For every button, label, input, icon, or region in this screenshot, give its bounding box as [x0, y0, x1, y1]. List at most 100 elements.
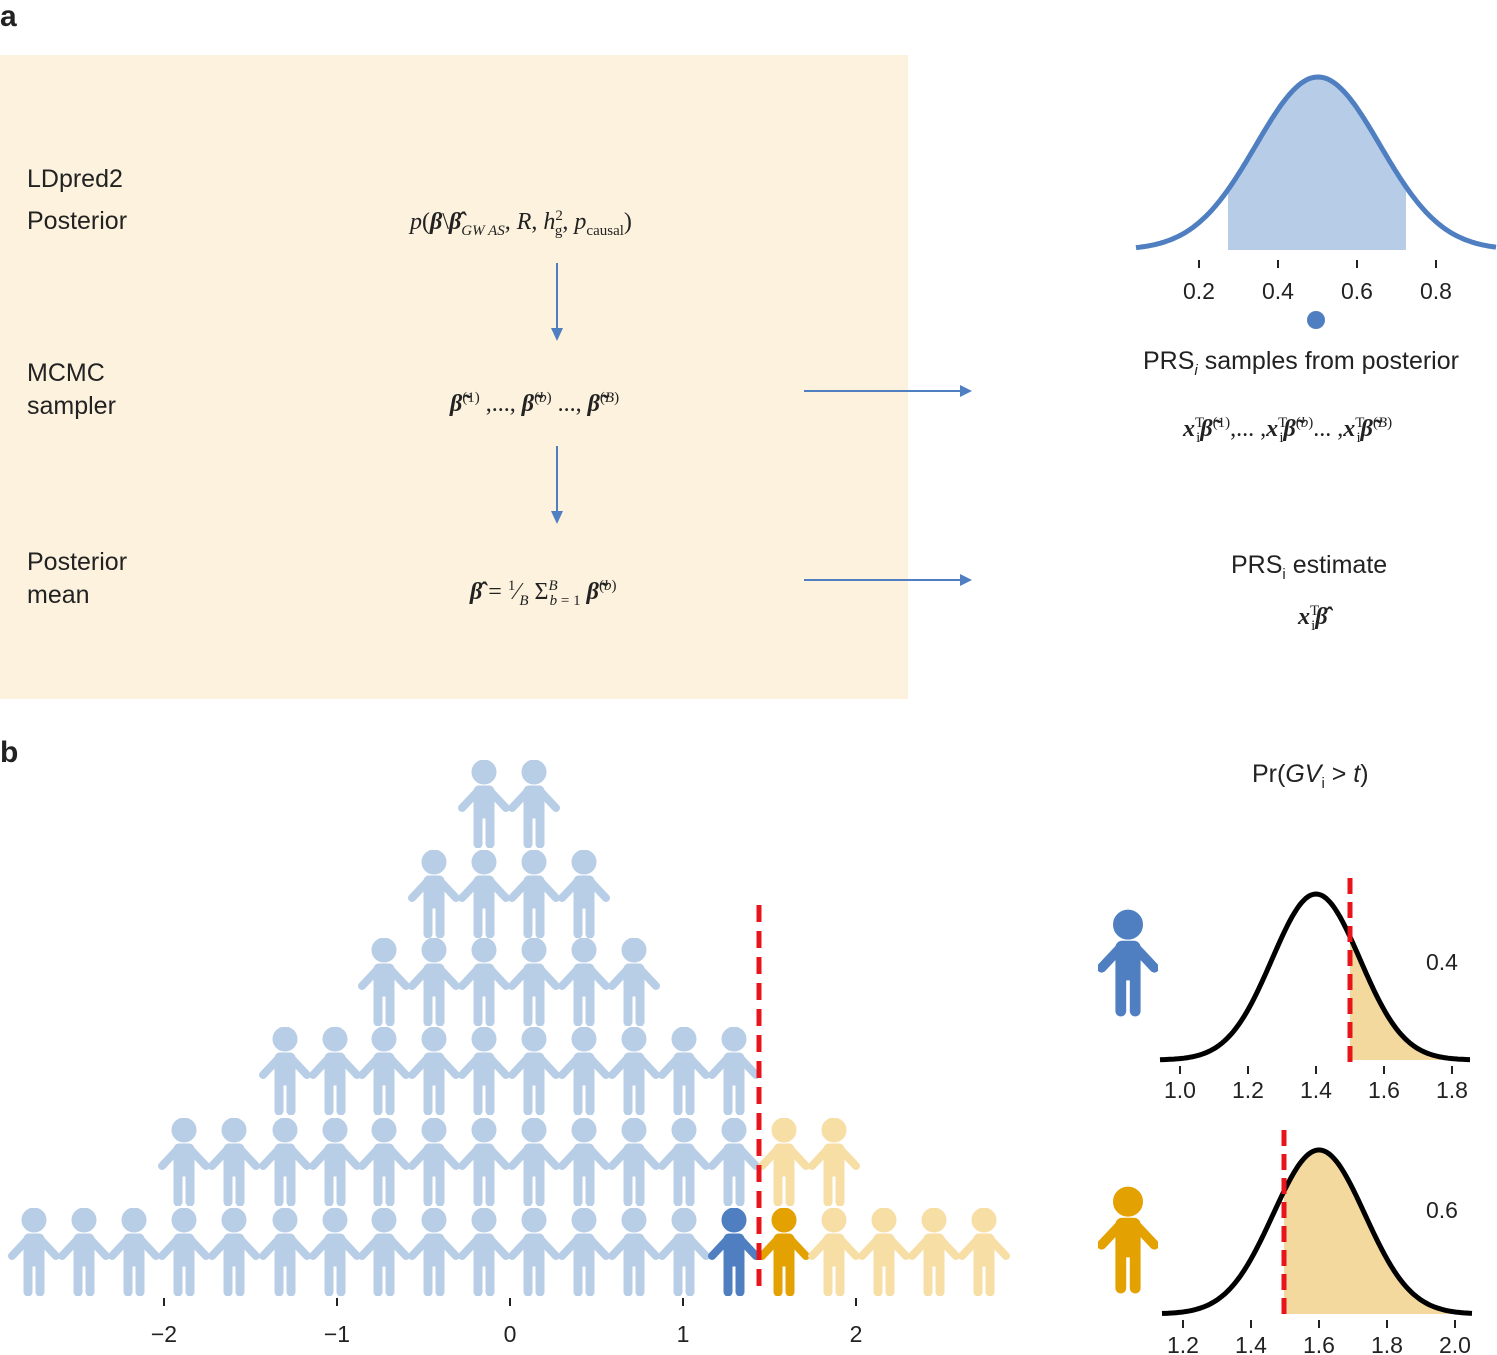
person-icon [962, 1208, 1006, 1296]
population-axis [163, 1298, 857, 1306]
blue-tick-label: 1.0 [1164, 1077, 1196, 1103]
posterior-axis-ticks [1198, 260, 1437, 268]
person-icon [662, 1118, 706, 1206]
posterior-label: Posterior [27, 207, 128, 235]
person-icon [762, 1208, 806, 1296]
orange-tick-label: 2.0 [1439, 1332, 1471, 1355]
person-icon [112, 1208, 156, 1296]
person-icon [12, 1208, 56, 1296]
panel-a-arrows [551, 263, 972, 586]
population-tick-label: 1 [677, 1321, 690, 1347]
blue-individual-density: 0.4 1.0 1.2 1.4 1.6 1.8 [1159, 878, 1470, 1103]
person-icon [313, 1118, 357, 1206]
posterior-mean-label-line2: mean [27, 581, 90, 609]
person-icon [512, 1027, 556, 1115]
person-icon [212, 1118, 256, 1206]
person-icon [562, 1118, 606, 1206]
person-icon [612, 938, 656, 1026]
orange-individual-density: 0.6 1.2 1.4 1.6 1.8 2.0 [1161, 1130, 1473, 1355]
person-icon [263, 1118, 307, 1206]
person-icon [263, 1027, 307, 1115]
person-icon [712, 1118, 756, 1206]
prs-posterior-density: 0.2 0.4 0.6 0.8 [1135, 74, 1497, 329]
person-icon [412, 938, 456, 1026]
person-icon [612, 1208, 656, 1296]
person-icon [313, 1208, 357, 1296]
posterior-curve [1135, 74, 1497, 251]
posterior-tick-label: 0.6 [1341, 278, 1373, 304]
person-icon [362, 1027, 406, 1115]
orange-tick-label: 1.8 [1371, 1332, 1403, 1355]
posterior-formula: p(β\β̂GW AS, R, h2g, pcausal) [410, 208, 632, 239]
person-icon [162, 1208, 206, 1296]
person-icon [162, 1118, 206, 1206]
panel-a-label: a [0, 0, 17, 33]
person-icon [562, 1027, 606, 1115]
blue-tick-label: 1.8 [1436, 1077, 1468, 1103]
person-icon [212, 1208, 256, 1296]
orange-probability: 0.6 [1426, 1197, 1458, 1223]
person-icon [462, 1027, 506, 1115]
person-icon [612, 1118, 656, 1206]
person-icon [662, 1208, 706, 1296]
blue-tick-label: 1.4 [1300, 1077, 1332, 1103]
prs-samples-caption: PRSi samples from posterior [1143, 347, 1459, 379]
prs-samples-formula: xTiβ̃(1),... ,xTiβ̃(b)... ,xTiβ̃(B) [1183, 415, 1393, 446]
person-icon [712, 1208, 756, 1296]
posterior-mean-label-line1: Posterior [27, 548, 128, 576]
person-icon [562, 850, 606, 938]
person-icon [512, 1208, 556, 1296]
person-icon [512, 938, 556, 1026]
person-icon [912, 1208, 956, 1296]
blue-axis [1179, 1066, 1453, 1074]
person-icon [362, 1208, 406, 1296]
person-icon [712, 1027, 756, 1115]
person-icon [412, 850, 456, 938]
people-grid [12, 760, 1006, 1296]
prs-estimate-formula: xTiβ̂ [1298, 603, 1328, 634]
orange-tick-label: 1.4 [1235, 1332, 1267, 1355]
ldpred2-label: LDpred2 [27, 165, 123, 193]
person-icon [512, 760, 556, 848]
posterior-credible-fill [1228, 77, 1406, 250]
blue-tick-label: 1.2 [1232, 1077, 1264, 1103]
person-icon [462, 938, 506, 1026]
prs-estimate-caption: PRSi estimate [1231, 551, 1388, 583]
person-icon [462, 1118, 506, 1206]
person-icon [512, 1118, 556, 1206]
blue-exceed-fill [1350, 936, 1470, 1060]
person-icon [812, 1118, 856, 1206]
orange-axis [1182, 1320, 1456, 1328]
probability-title: Pr(GVi > t) [1252, 760, 1369, 792]
person-icon [512, 850, 556, 938]
panel-b-label: b [0, 736, 19, 769]
prs-sample-dot [1307, 311, 1325, 329]
blue-density-curve [1159, 891, 1470, 1063]
posterior-tick-label: 0.2 [1183, 278, 1215, 304]
panel-a-background [0, 55, 908, 699]
person-icon [562, 938, 606, 1026]
person-icon [462, 1208, 506, 1296]
population-distribution: −2 −1 0 1 2 [0, 740, 1040, 1347]
orange-density-curve [1161, 1147, 1473, 1316]
person-icon [362, 938, 406, 1026]
population-tick-label: −2 [151, 1321, 177, 1347]
population-tick-label: 2 [850, 1321, 863, 1347]
blue-tick-label: 1.6 [1368, 1077, 1400, 1103]
person-icon [313, 1027, 357, 1115]
person-icon [812, 1208, 856, 1296]
person-icon [412, 1027, 456, 1115]
person-icon [412, 1208, 456, 1296]
person-icon [662, 1027, 706, 1115]
posterior-tick-label: 0.4 [1262, 278, 1294, 304]
population-tick-label: −1 [324, 1321, 350, 1347]
orange-tick-label: 1.6 [1303, 1332, 1335, 1355]
person-icon [412, 1118, 456, 1206]
mcmc-label-line2: sampler [27, 392, 116, 420]
person-icon [362, 1118, 406, 1206]
person-icon [62, 1208, 106, 1296]
person-icon [462, 850, 506, 938]
orange-exceed-fill [1284, 1150, 1472, 1314]
person-icon [762, 1118, 806, 1206]
posterior-tick-label: 0.8 [1420, 278, 1452, 304]
